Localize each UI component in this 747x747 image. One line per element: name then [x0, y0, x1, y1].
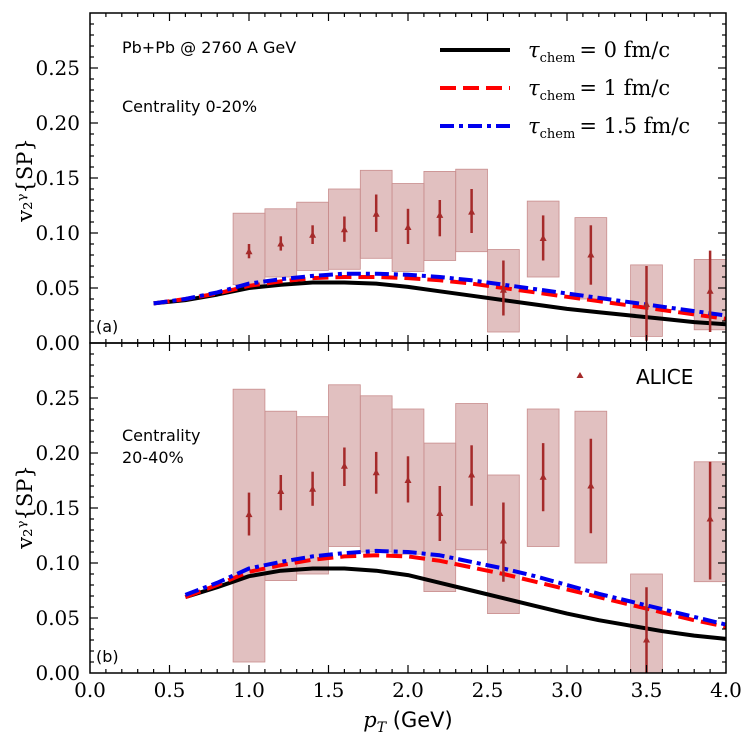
ytick-label-b-2: 0.10 — [35, 551, 80, 575]
ytick-label-a-2: 0.10 — [35, 221, 80, 245]
y-axis-title-a: v₂ᵞ{SP} — [13, 138, 37, 222]
ytick-label-b-3: 0.15 — [35, 496, 80, 520]
data-point-a-5 — [404, 223, 412, 230]
xtick-label-1: 0.5 — [154, 678, 186, 702]
legend-label-tau1: τchem = 1 fm/c — [528, 76, 670, 104]
xtick-label-8: 4.0 — [710, 678, 742, 702]
data-point-a-0 — [245, 247, 253, 255]
x-axis-title: pT (GeV) — [363, 708, 452, 736]
legend-a: τchem = 0 fm/c τchem = 1 fm/c τchem = 1.5 f… — [440, 38, 690, 142]
legend-alice-marker — [576, 372, 584, 378]
curve-a-2 — [153, 271, 727, 318]
curve-a-0 — [153, 280, 727, 327]
data-point-b-8 — [499, 537, 507, 544]
data-point-b-3 — [340, 462, 348, 469]
data-point-a-6 — [436, 211, 444, 218]
ytick-label-b-5: 0.25 — [35, 386, 80, 410]
data-point-b-12 — [706, 515, 714, 522]
ytick-label-a-4: 0.20 — [35, 111, 80, 135]
xtick-label-4: 2.0 — [392, 678, 424, 702]
ytick-label-b-4: 0.20 — [35, 441, 80, 465]
data-point-b-4 — [372, 468, 380, 476]
curve-b-2 — [184, 548, 727, 627]
xtick-label-3: 1.5 — [313, 678, 345, 702]
legend-label-tau0: τchem = 0 fm/c — [528, 38, 670, 66]
data-point-b-5 — [404, 476, 412, 483]
y-axis-title-b: v₂ᵞ{SP} — [13, 465, 37, 549]
data-point-b-11 — [643, 636, 650, 643]
xtick-label-6: 3.0 — [551, 678, 583, 702]
legend-alice-label: ALICE — [636, 365, 693, 389]
ytick-label-a-5: 0.25 — [35, 56, 80, 80]
centrality-label-b-line2: 20-40% — [122, 448, 184, 467]
data-point-a-3 — [340, 225, 348, 233]
data-point-a-12 — [706, 287, 714, 294]
xtick-label-5: 2.5 — [472, 678, 504, 702]
legend-b: ALICE — [576, 365, 693, 389]
ytick-label-a-3: 0.15 — [35, 166, 80, 190]
data-point-a-1 — [277, 240, 285, 247]
data-point-b-7 — [468, 471, 476, 478]
xtick-label-2: 1.0 — [233, 678, 265, 702]
data-point-b-2 — [309, 485, 317, 492]
data-point-a-11 — [643, 300, 650, 307]
legend-label-tau15: τchem = 1.5 fm/c — [528, 114, 690, 142]
data-point-a-2 — [309, 231, 317, 238]
data-point-b-9 — [539, 473, 547, 480]
data-point-b-0 — [245, 510, 253, 518]
system-label: Pb+Pb @ 2760 A GeV — [122, 38, 296, 57]
centrality-label-a: Centrality 0-20% — [122, 97, 257, 116]
data-point-a-7 — [468, 208, 476, 215]
data-point-a-8 — [499, 286, 507, 293]
curve-a-1 — [153, 275, 727, 321]
curve-b-1 — [184, 553, 727, 629]
xtick-label-0: 0.0 — [74, 678, 106, 702]
data-point-a-10 — [587, 251, 595, 258]
panel-tag-a: (a) — [96, 317, 118, 336]
plot-layer: 0.00 0.05 0.10 0.15 0.20 0.25 0.00 0.05 0.10 0.15… — [35, 12, 742, 702]
data-point-b-6 — [436, 509, 444, 516]
curve-b-0 — [184, 566, 727, 641]
data-point-b-1 — [277, 487, 285, 494]
data-point-a-9 — [539, 234, 547, 241]
centrality-label-b-line1: Centrality — [122, 426, 200, 445]
panel-tag-b: (b) — [96, 647, 119, 666]
data-point-a-4 — [372, 210, 380, 217]
ytick-label-a-1: 0.05 — [35, 276, 80, 300]
ytick-label-b-0: 0.00 — [35, 661, 80, 685]
xtick-label-7: 3.5 — [631, 678, 663, 702]
data-point-b-10 — [587, 482, 595, 489]
ytick-label-a-0: 0.00 — [35, 331, 80, 355]
ytick-label-b-1: 0.05 — [35, 606, 80, 630]
